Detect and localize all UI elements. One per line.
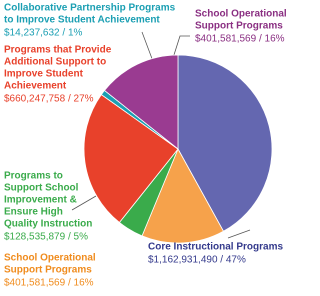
pie-slice: [83, 94, 179, 224]
slice-label: Support Programs: [4, 265, 92, 276]
slice-label: School Operational: [195, 9, 287, 20]
slice-label: Collaborative Partnership Programs: [4, 3, 176, 14]
slice-label: to Improve Student Achievement: [4, 15, 160, 26]
chart: Core Instructional Programs $1,162,931,49…: [4, 3, 287, 289]
value-label: $660,247,758 / 27%: [4, 94, 94, 105]
slice-label: Support School: [4, 183, 79, 194]
slice-label: Core Instructional Programs: [148, 242, 283, 253]
slice-label: Improvement &: [4, 195, 77, 206]
slice-label: Ensure High: [4, 207, 63, 218]
pie-slice: [103, 54, 179, 150]
value-label: $1,162,931,490 / 47%: [148, 255, 246, 266]
slice-label: Quality Instruction: [4, 219, 92, 230]
slice-label: School Operational: [4, 253, 96, 264]
pie-slice: [141, 148, 225, 244]
leader-line: [71, 195, 97, 211]
pie-slice: [177, 54, 273, 232]
slice-label: Programs that Provide: [4, 45, 112, 56]
value-label: $401,581,569 / 16%: [4, 278, 94, 289]
leader-line: [227, 229, 251, 239]
value-label: $128,535,879 / 5%: [4, 232, 88, 243]
slice-label: Support Programs: [195, 21, 283, 32]
slice-label: Achievement: [4, 81, 67, 92]
slice-label: Additional Support to: [4, 57, 106, 68]
value-label: $14,237,632 / 1%: [4, 28, 83, 39]
value-label: $401,581,569 / 16%: [195, 34, 285, 45]
slice-label: Improve Student: [4, 69, 84, 80]
slice-label: Programs to: [4, 171, 63, 182]
leader-line: [172, 35, 190, 59]
